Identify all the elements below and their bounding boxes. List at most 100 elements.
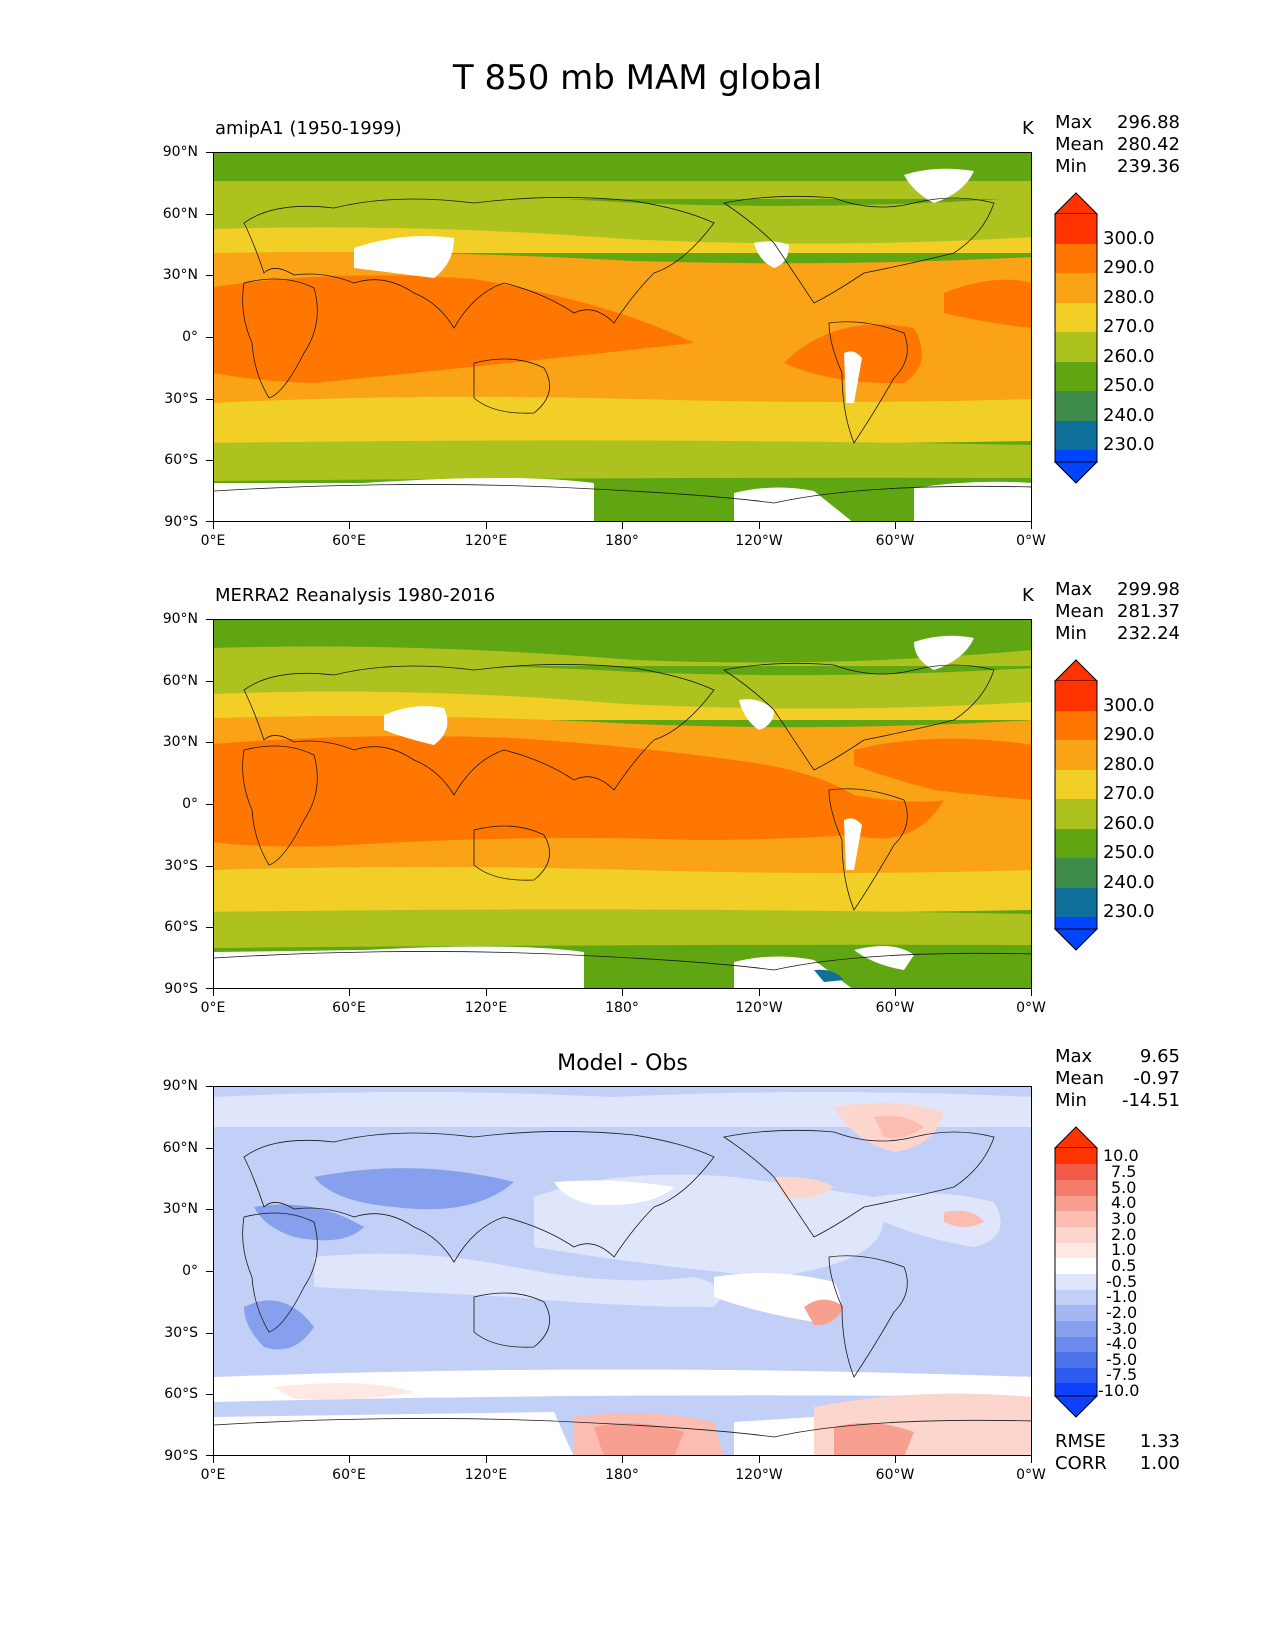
colorbar-label: -0.5 — [1106, 1272, 1138, 1291]
colorbar-label: 0.5 — [1111, 1256, 1137, 1275]
map-merra2-temperature — [213, 619, 1032, 989]
stats-box: Max 299.98 Mean 281.37 Min 232.24 — [1055, 579, 1180, 645]
colorbar-label: -1.0 — [1106, 1287, 1138, 1306]
lat-label-60n: 60°N — [162, 1140, 198, 1156]
stat-max-label: Max — [1055, 579, 1093, 600]
stats-box: Max 9.65 Mean -0.97 Min -14.51 — [1055, 1046, 1180, 1112]
colorbar-label: -2.0 — [1106, 1303, 1138, 1322]
stat-mean: 280.42 — [1117, 134, 1180, 155]
lat-label-90s: 90°S — [164, 514, 198, 530]
lat-label-90n: 90°N — [162, 144, 198, 160]
colorbar-label: -3.0 — [1106, 1319, 1138, 1338]
panel-title: Model - Obs — [557, 1051, 688, 1076]
colorbar-label: 250.0 — [1103, 842, 1155, 863]
colorbar-temperature — [1053, 192, 1099, 488]
error-metrics: RMSE 1.33 CORR 1.00 — [1055, 1431, 1180, 1475]
colorbar-label: 7.5 — [1111, 1162, 1137, 1181]
stat-mean-label: Mean — [1055, 134, 1105, 155]
stats-box: Max 296.88 Mean 280.42 Min 239.36 — [1055, 112, 1180, 178]
colorbar-label: 240.0 — [1103, 405, 1155, 426]
lon-label-120w: 120°W — [735, 1467, 783, 1483]
colorbar-label: 300.0 — [1103, 695, 1155, 716]
panel-title: MERRA2 Reanalysis 1980-2016 — [215, 585, 496, 606]
stat-mean: -0.97 — [1133, 1068, 1180, 1089]
lat-label-60s: 60°S — [164, 919, 198, 935]
colorbar-label: -10.0 — [1098, 1381, 1140, 1400]
colorbar-label: 280.0 — [1103, 287, 1155, 308]
lon-label-60e: 60°E — [332, 1467, 366, 1483]
lat-label-60n: 60°N — [162, 673, 198, 689]
map-model-temperature — [213, 152, 1032, 522]
colorbar-label: -4.0 — [1106, 1334, 1138, 1353]
colorbar-label: 250.0 — [1103, 375, 1155, 396]
corr-value: 1.00 — [1139, 1453, 1180, 1474]
colorbar-label: -5.0 — [1106, 1350, 1138, 1369]
lon-label-60w: 60°W — [875, 1467, 915, 1483]
lat-label-90n: 90°N — [162, 1078, 198, 1094]
lon-label-120e: 120°E — [464, 1000, 508, 1016]
colorbar-label: 230.0 — [1103, 434, 1155, 455]
lon-label-120e: 120°E — [464, 533, 508, 549]
lat-label-60s: 60°S — [164, 1386, 198, 1402]
lat-label-90s: 90°S — [164, 1448, 198, 1464]
stat-min: 239.36 — [1117, 156, 1180, 177]
panel-title: amipA1 (1950-1999) — [215, 118, 402, 139]
lat-label-60s: 60°S — [164, 452, 198, 468]
lat-label-30s: 30°S — [164, 858, 198, 874]
unit-label: K — [1022, 585, 1034, 606]
lat-label-eq: 0° — [182, 1263, 198, 1279]
lat-label-60n: 60°N — [162, 206, 198, 222]
stat-min-label: Min — [1055, 156, 1087, 177]
colorbar-label: 270.0 — [1103, 316, 1155, 337]
map-model-minus-obs — [213, 1086, 1032, 1456]
lon-label-180: 180° — [605, 1000, 639, 1016]
lon-label-0e: 0°E — [200, 1000, 226, 1016]
lat-label-90s: 90°S — [164, 981, 198, 997]
rmse-label: RMSE — [1055, 1431, 1106, 1452]
lon-label-0w: 0°W — [1016, 1000, 1046, 1016]
lat-label-eq: 0° — [182, 796, 198, 812]
stat-mean-label: Mean — [1055, 1068, 1105, 1089]
lon-label-120w: 120°W — [735, 533, 783, 549]
unit-label: K — [1022, 118, 1034, 139]
lon-label-0w: 0°W — [1016, 533, 1046, 549]
panel-model: amipA1 (1950-1999) K Max 296.88 Mean 280.4… — [0, 112, 1275, 555]
colorbar-label: 290.0 — [1103, 257, 1155, 278]
colorbar-label: 270.0 — [1103, 783, 1155, 804]
colorbar-label: 240.0 — [1103, 872, 1155, 893]
panel-observations: MERRA2 Reanalysis 1980-2016 K Max 299.98 … — [0, 579, 1275, 1022]
colorbar-label: 260.0 — [1103, 813, 1155, 834]
lon-label-60w: 60°W — [875, 533, 915, 549]
lon-label-60w: 60°W — [875, 1000, 915, 1016]
lon-label-0w: 0°W — [1016, 1467, 1046, 1483]
colorbar-label: 5.0 — [1111, 1178, 1137, 1197]
lon-label-120w: 120°W — [735, 1000, 783, 1016]
stat-max-label: Max — [1055, 1046, 1093, 1067]
colorbar-label: 280.0 — [1103, 754, 1155, 775]
colorbar-label: 4.0 — [1111, 1193, 1137, 1212]
stat-min-label: Min — [1055, 1090, 1087, 1111]
colorbar-label: 2.0 — [1111, 1225, 1137, 1244]
colorbar-difference — [1053, 1126, 1099, 1422]
colorbar-label: 1.0 — [1111, 1240, 1137, 1259]
lat-label-30s: 30°S — [164, 391, 198, 407]
rmse-value: 1.33 — [1139, 1431, 1180, 1452]
colorbar-label: 300.0 — [1103, 228, 1155, 249]
lon-label-120e: 120°E — [464, 1467, 508, 1483]
colorbar-temperature — [1053, 659, 1099, 955]
lat-label-30n: 30°N — [162, 267, 198, 283]
lat-label-eq: 0° — [182, 329, 198, 345]
colorbar-label: 260.0 — [1103, 346, 1155, 367]
stat-max: 296.88 — [1117, 112, 1180, 133]
lon-label-60e: 60°E — [332, 1000, 366, 1016]
stat-mean-label: Mean — [1055, 601, 1105, 622]
stat-max: 9.65 — [1139, 1046, 1180, 1067]
figure-title: T 850 mb MAM global — [452, 58, 823, 98]
colorbar-label: 3.0 — [1111, 1209, 1137, 1228]
colorbar-label: 10.0 — [1103, 1146, 1139, 1165]
colorbar-label: 230.0 — [1103, 901, 1155, 922]
lon-label-180: 180° — [605, 1467, 639, 1483]
stat-min: 232.24 — [1117, 623, 1180, 644]
lat-label-30s: 30°S — [164, 1325, 198, 1341]
lon-label-0e: 0°E — [200, 533, 226, 549]
